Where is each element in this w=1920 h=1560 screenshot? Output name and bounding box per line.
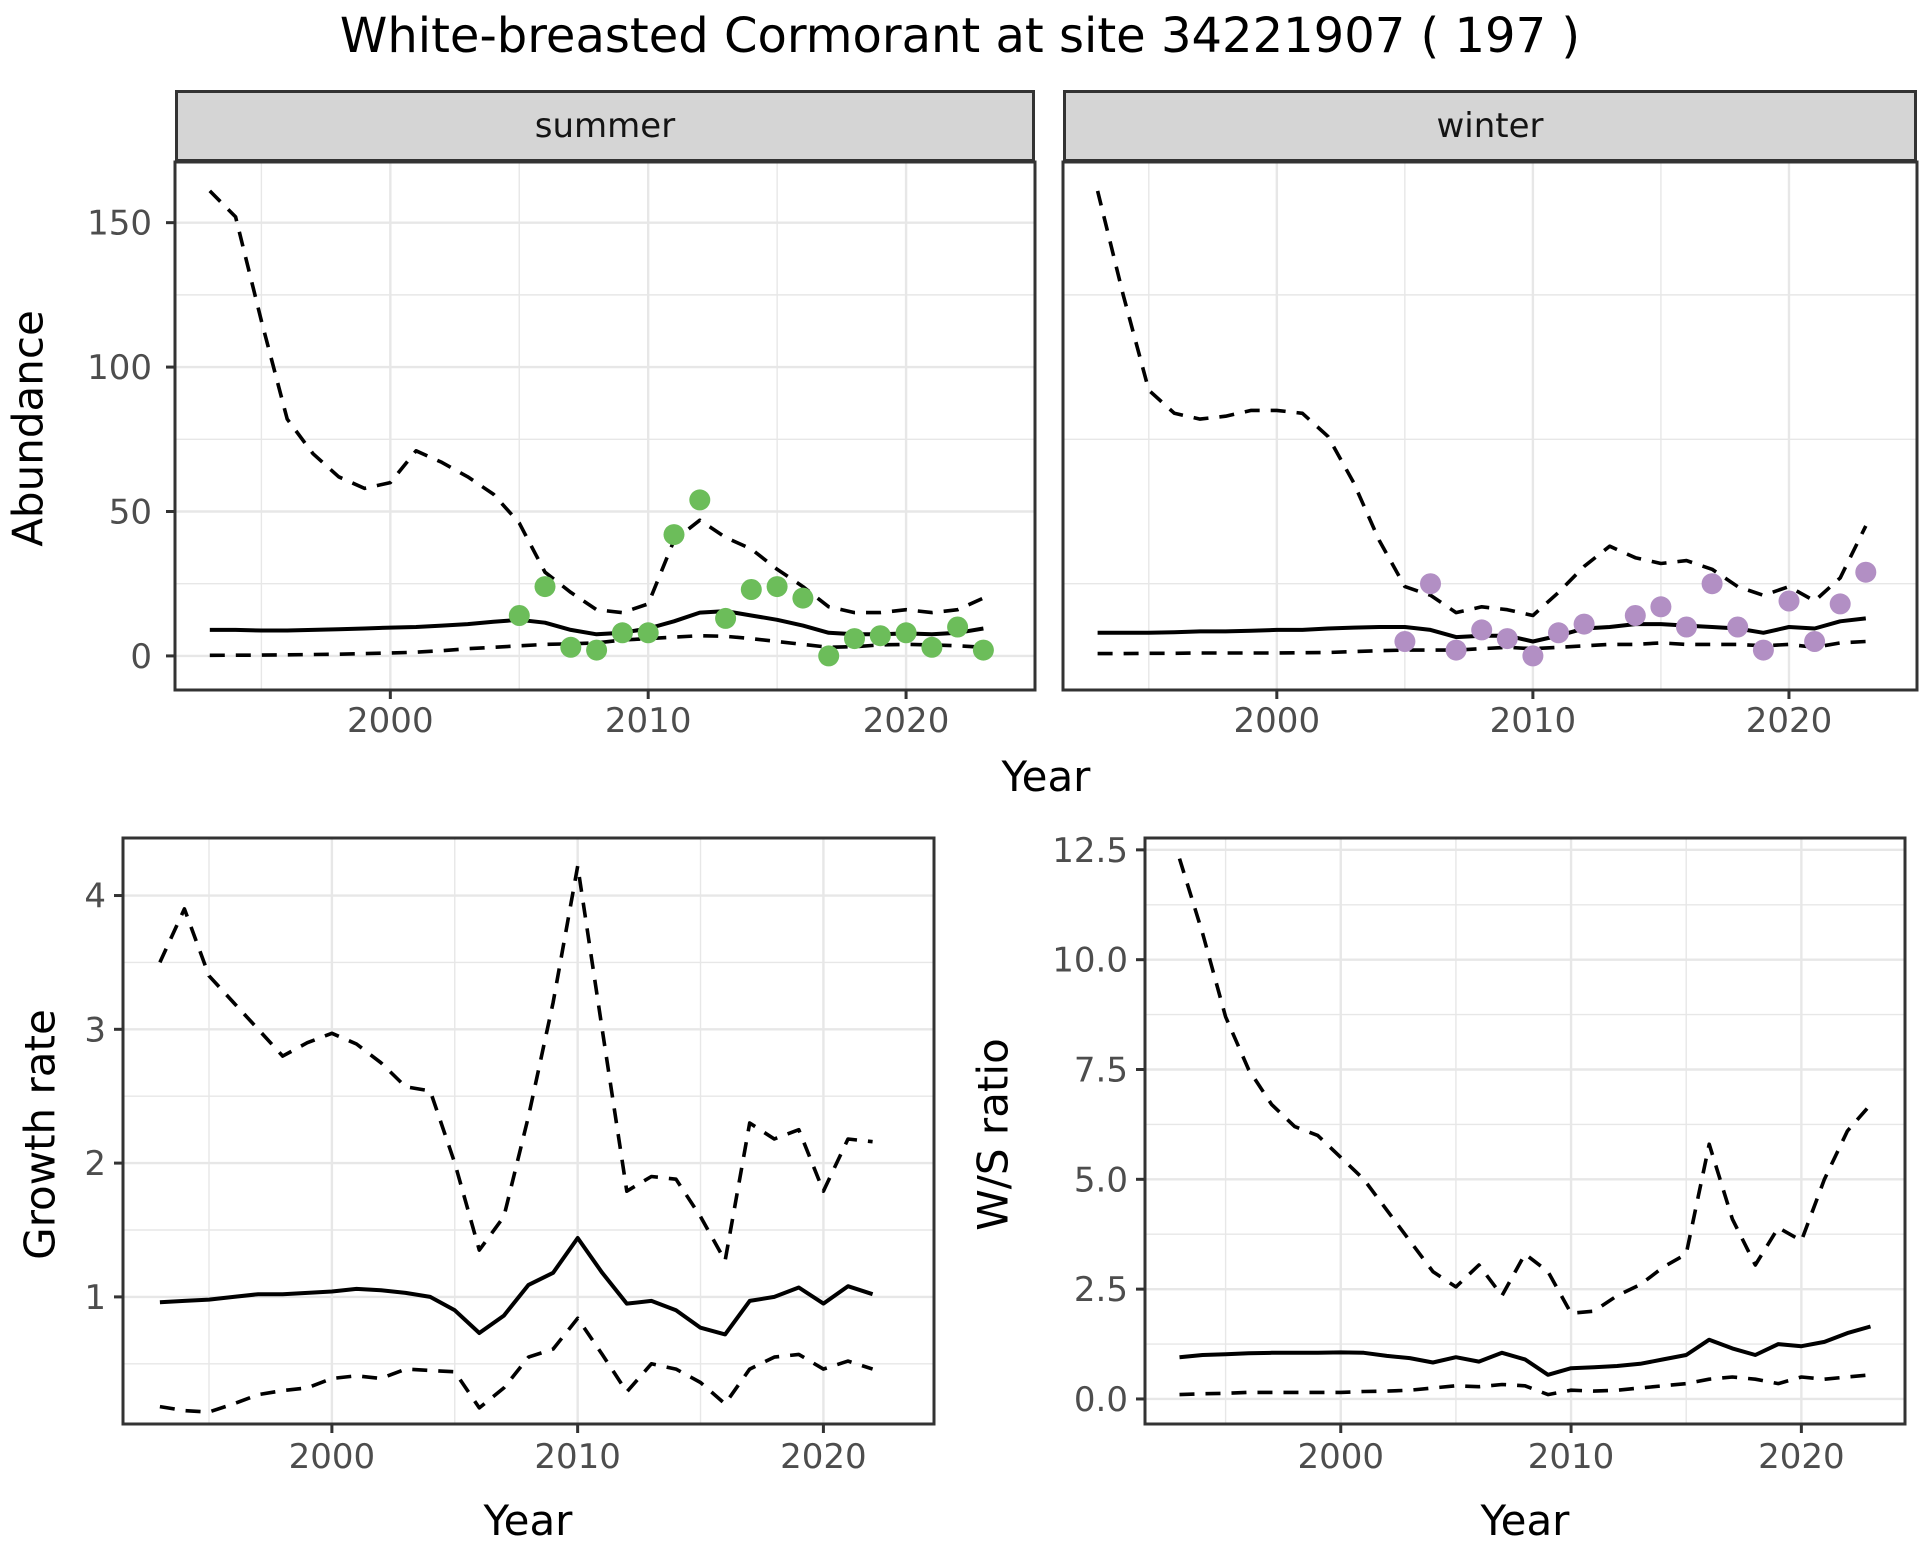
x-axis-title-year-ws: Year: [1480, 1496, 1570, 1545]
y-tick-label: 10.0: [1052, 941, 1128, 981]
panel-abundance_winter: 2000 2010 2020: [1061, 160, 1919, 741]
x-tick-label: 2010: [534, 1437, 621, 1477]
data-point-observed_counts_winter: [1804, 631, 1826, 652]
x-tick-label: 2000: [1297, 1437, 1384, 1477]
data-point-observed_counts_winter: [1522, 645, 1544, 667]
data-point-observed_counts_summer: [611, 622, 633, 644]
x-axis-title-year-top: Year: [1001, 752, 1091, 801]
series-lower_95ci: [159, 1316, 874, 1414]
panel-abundance_summer: 2000 2010 2020 0 50 100 150: [87, 160, 1037, 741]
series-lower_95ci: [1179, 1373, 1871, 1397]
data-point-observed_counts_winter: [1778, 590, 1800, 612]
data-point-observed_counts_winter: [1548, 622, 1569, 644]
data-point-observed_counts_summer: [947, 616, 969, 638]
x-tick-label: 2010: [1528, 1437, 1615, 1477]
data-point-observed_counts_summer: [586, 639, 608, 661]
y-tick-label: 12.5: [1052, 831, 1128, 871]
y-axis-title-abundance: Abundance: [3, 310, 53, 547]
panel-border: [121, 836, 936, 1426]
data-point-observed_counts_summer: [921, 636, 943, 658]
data-point-observed_counts_summer: [740, 579, 762, 600]
x-tick-label: 2020: [863, 701, 950, 741]
series-upper_95ci: [208, 189, 985, 615]
panel-border: [1143, 836, 1907, 1426]
y-tick-label: 0: [130, 637, 152, 677]
chart-title: White-breasted Cormorant at site 3422190…: [339, 8, 1581, 64]
panel-growth_rate: 2000 2010 2020 1 2 3 4: [84, 836, 936, 1477]
y-tick-label: 2: [84, 1144, 106, 1184]
x-tick-label: 2000: [289, 1437, 376, 1477]
data-point-observed_counts_summer: [508, 605, 530, 626]
data-point-observed_counts_winter: [1855, 561, 1877, 583]
series-upper_95ci: [1177, 858, 1872, 1316]
x-tick-label: 2020: [780, 1437, 867, 1477]
x-tick-label: 2000: [347, 701, 434, 741]
data-point-observed_counts_summer: [663, 524, 685, 546]
y-tick-label: 4: [84, 877, 106, 917]
y-tick-label: 1: [84, 1278, 106, 1318]
facet-strip-winter: winter: [1063, 90, 1917, 162]
data-point-observed_counts_winter: [1701, 573, 1723, 595]
data-point-observed_counts_winter: [1420, 573, 1441, 595]
data-point-observed_counts_winter: [1727, 616, 1749, 638]
series-upper_95ci: [158, 864, 873, 1263]
x-tick-label: 2020: [1758, 1437, 1845, 1477]
x-tick-label: 2020: [1746, 701, 1833, 741]
panel-border: [173, 160, 1037, 692]
data-point-observed_counts_summer: [560, 636, 582, 658]
data-point-observed_counts_winter: [1624, 605, 1646, 626]
data-point-observed_counts_summer: [534, 576, 556, 598]
data-point-observed_counts_winter: [1573, 613, 1595, 635]
data-point-observed_counts_winter: [1829, 593, 1851, 615]
data-point-observed_counts_winter: [1394, 631, 1416, 652]
data-point-observed_counts_winter: [1496, 628, 1518, 650]
y-axis-title-ws-ratio: W/S ratio: [968, 1038, 1018, 1231]
x-tick-label: 2010: [605, 701, 692, 741]
facet-strip-winter-label: winter: [1436, 106, 1544, 146]
data-point-observed_counts_summer: [792, 587, 814, 609]
data-point-observed_counts_summer: [766, 576, 788, 598]
x-tick-label: 2000: [1234, 701, 1321, 741]
panel-ws_ratio: 2000 2010 2020 0.0 2.5 5.0 7.5 10.0 12.5: [1052, 831, 1907, 1477]
x-axis-title-year-growth: Year: [483, 1496, 573, 1545]
y-tick-label: 100: [87, 348, 152, 388]
data-point-observed_counts_winter: [1650, 596, 1672, 618]
series-lower_95ci: [1097, 639, 1866, 656]
y-tick-label: 5.0: [1074, 1160, 1128, 1200]
series-fitted: [159, 1236, 874, 1337]
facet-strip-summer-label: summer: [534, 106, 676, 146]
y-tick-label: 0.0: [1074, 1380, 1128, 1420]
y-tick-label: 3: [84, 1010, 106, 1050]
data-point-observed_counts_summer: [715, 607, 737, 629]
series-fitted: [1179, 1324, 1872, 1377]
data-point-observed_counts_summer: [844, 628, 865, 650]
y-axis-title-growth-rate: Growth rate: [15, 1009, 65, 1260]
y-tick-label: 50: [109, 492, 152, 532]
data-point-observed_counts_summer: [689, 489, 711, 511]
data-point-observed_counts_winter: [1752, 639, 1774, 661]
data-point-observed_counts_winter: [1676, 616, 1697, 638]
y-tick-label: 2.5: [1074, 1270, 1128, 1310]
series-upper_95ci: [1095, 190, 1868, 618]
x-tick-label: 2010: [1490, 701, 1577, 741]
panel-border: [1061, 160, 1919, 692]
data-point-observed_counts_summer: [972, 639, 994, 661]
data-point-observed_counts_summer: [818, 645, 840, 667]
data-point-observed_counts_summer: [637, 622, 659, 644]
data-point-observed_counts_winter: [1445, 639, 1467, 661]
y-tick-label: 7.5: [1074, 1051, 1128, 1091]
data-point-observed_counts_summer: [869, 625, 891, 647]
data-point-observed_counts_winter: [1471, 619, 1493, 641]
y-tick-label: 150: [87, 204, 152, 244]
series-fitted: [209, 609, 984, 637]
data-point-observed_counts_summer: [895, 622, 917, 644]
